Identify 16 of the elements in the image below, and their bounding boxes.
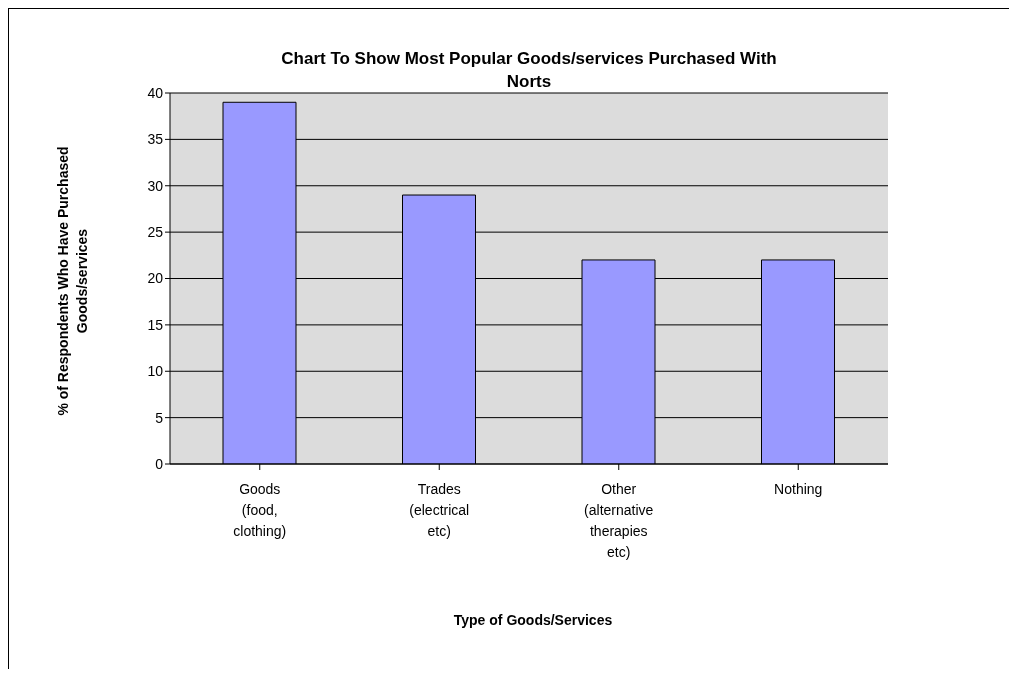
x-tick-label: Nothing (774, 481, 823, 497)
y-tick-label: 20 (147, 270, 164, 287)
y-tick-label: 0 (155, 455, 164, 472)
chart-title: Chart To Show Most Popular Goods/services Purchased With Norts (280, 48, 778, 93)
x-tick-label: Goods (food, clothing) (233, 481, 287, 539)
y-tick-label: 10 (147, 363, 164, 380)
y-tick-label: 5 (155, 409, 164, 426)
y-tick-label: 30 (147, 177, 164, 194)
x-axis-title: Type of Goods/Services (452, 612, 614, 628)
y-tick-label: 15 (147, 316, 164, 333)
y-axis-title: % of Respondents Who Have Purchased Goods/services (54, 145, 91, 418)
x-tick-label: Trades (electrical etc) (409, 481, 470, 539)
y-tick-label: 40 (147, 84, 164, 101)
x-tick-label: Other (alternative therapies etc) (584, 481, 654, 560)
y-tick-label: 25 (147, 224, 164, 241)
y-tick-label: 35 (147, 131, 164, 148)
